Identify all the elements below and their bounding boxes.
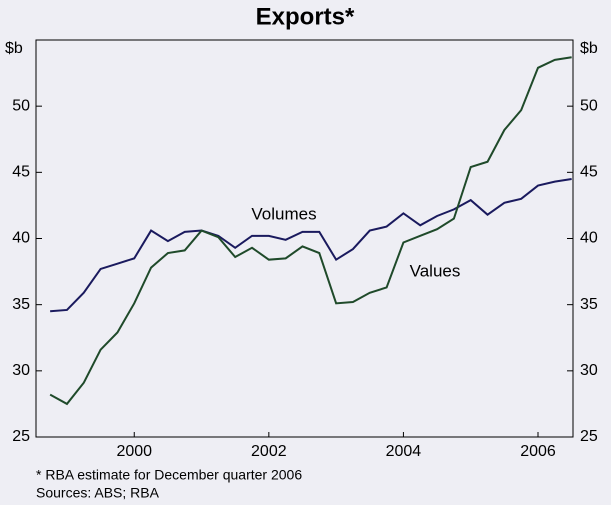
y-tick-label: 25 bbox=[12, 428, 30, 445]
plot-frame bbox=[35, 39, 574, 438]
data-line bbox=[50, 177, 572, 313]
legend-label: Values bbox=[410, 261, 461, 280]
footnote: Sources: ABS; RBA bbox=[36, 485, 160, 501]
y-tick-label: 35 bbox=[580, 296, 598, 313]
x-tick-label: 2002 bbox=[251, 443, 287, 460]
y-tick-label: 30 bbox=[12, 362, 30, 379]
y-unit-left: $b bbox=[5, 40, 23, 57]
legend-label: Volumes bbox=[251, 204, 316, 223]
x-tick-label: 2004 bbox=[386, 443, 422, 460]
y-tick-label: 25 bbox=[580, 428, 598, 445]
x-tick-label: 2000 bbox=[116, 443, 152, 460]
y-tick-label: 45 bbox=[580, 164, 598, 181]
y-tick-label: 40 bbox=[580, 230, 598, 247]
y-unit-right: $b bbox=[580, 40, 598, 57]
chart-title: Exports* bbox=[256, 3, 355, 30]
x-tick-label: 2006 bbox=[520, 443, 556, 460]
y-tick-label: 50 bbox=[12, 97, 30, 114]
footnote: * RBA estimate for December quarter 2006 bbox=[36, 467, 302, 483]
y-tick-label: 50 bbox=[580, 97, 598, 114]
y-tick-label: 45 bbox=[12, 164, 30, 181]
y-tick-label: 35 bbox=[12, 296, 30, 313]
data-line bbox=[49, 56, 572, 406]
y-tick-label: 30 bbox=[580, 362, 598, 379]
y-tick-label: 40 bbox=[12, 230, 30, 247]
